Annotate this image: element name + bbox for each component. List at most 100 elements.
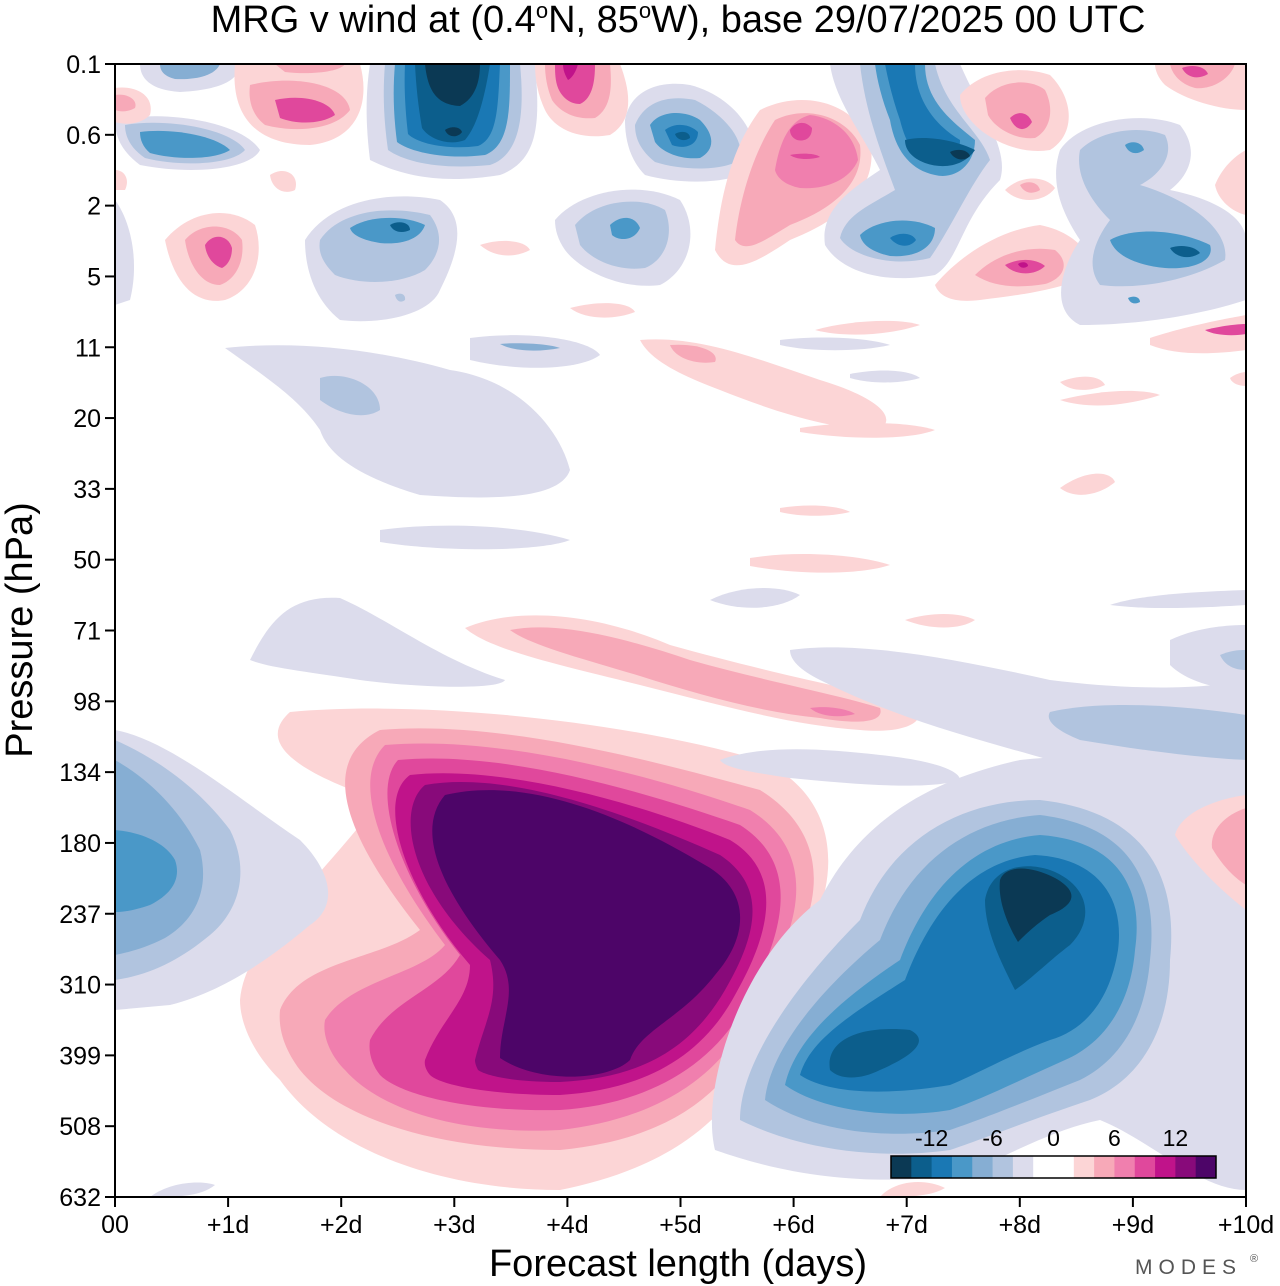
d10-pos-top-l3 xyxy=(1182,66,1208,78)
neg-strat-11-inner xyxy=(500,343,560,351)
y-tick-label: 134 xyxy=(59,759,101,787)
negative-lobe-level-6 xyxy=(829,1029,919,1078)
d45-neg-l3 xyxy=(610,217,640,240)
pos-strat-50 xyxy=(750,554,890,573)
neg-strat-11b xyxy=(780,337,890,351)
d7-neg-low-core xyxy=(890,233,916,246)
y-tick-label: 20 xyxy=(73,405,101,433)
d7-neg-core2 xyxy=(950,149,970,160)
neg-band-71 xyxy=(250,597,505,687)
colorbar-swatch xyxy=(1012,1156,1034,1178)
pos-strat-20d xyxy=(1230,372,1246,386)
upper-pos-3-l3 xyxy=(205,236,232,268)
neg-strat-20-inner xyxy=(320,375,380,416)
upper-neg-1 xyxy=(115,200,135,305)
upper-neg-2-inner xyxy=(160,64,220,80)
upper-pos-2-l3 xyxy=(275,97,335,123)
x-tick-label: +7d xyxy=(885,1211,927,1239)
x-axis: 00 +1d +2d +3d +4d +5d +6d +7d +8d +9d +10d xyxy=(101,1197,1274,1239)
colorbar-frame xyxy=(890,1155,1217,1179)
d9-neg-small2 xyxy=(1128,296,1140,304)
y-tick-label: 0.6 xyxy=(66,122,101,150)
y-tick-label: 33 xyxy=(73,476,101,504)
colorbar-label: 0 xyxy=(1047,1125,1060,1151)
colorbar-swatch xyxy=(1073,1156,1095,1178)
pos-band-98-inner xyxy=(510,627,881,722)
x-axis-label: Forecast length (days) xyxy=(489,1243,867,1285)
upper-pos-1-inner xyxy=(115,94,136,112)
y-tick-label: 11 xyxy=(75,334,101,362)
colorbar-swatch xyxy=(931,1156,953,1178)
x-tick-label: +9d xyxy=(1112,1211,1154,1239)
right-positive-level-2 xyxy=(1211,808,1246,885)
colorbar-swatch xyxy=(1195,1156,1217,1178)
d3-neg-core xyxy=(425,64,480,106)
chart-title: MRG v wind at (0.4oN, 85oW), base 29/07/… xyxy=(211,0,1146,41)
colorbar-swatch xyxy=(1114,1156,1136,1178)
contour-field xyxy=(115,64,1246,1197)
modes-logo-text: MODES xyxy=(1135,1256,1242,1279)
neg-band-134 xyxy=(720,749,960,786)
d4-pos-low xyxy=(480,240,530,256)
colorbar-swatch xyxy=(1094,1156,1115,1178)
y-axis: 0.1 0.6 2 5 11 20 33 50 71 98 134 180 237 310 399 508 63… xyxy=(59,51,115,1212)
x-tick-label: +2d xyxy=(320,1211,362,1239)
pos-band-71 xyxy=(905,614,975,628)
x-tick-label: +8d xyxy=(999,1211,1041,1239)
y-tick-label: 5 xyxy=(87,263,101,291)
y-tick-label: 2 xyxy=(87,193,101,221)
neg-band-right-71-inner xyxy=(1220,650,1246,670)
d8-pos-top-l2 xyxy=(985,82,1051,139)
d8-pos-small2 xyxy=(1020,182,1040,193)
colorbar-swatch xyxy=(891,1156,912,1178)
d4-pos-core xyxy=(563,64,578,80)
upper-neg-3-l3 xyxy=(140,130,230,158)
pos-strat-11c xyxy=(1150,315,1246,354)
x-tick-label: +4d xyxy=(546,1211,588,1239)
d8-pos-top-l3 xyxy=(1010,113,1032,130)
colorbar-swatch xyxy=(951,1156,973,1178)
colorbar-swatch xyxy=(1033,1156,1054,1178)
neg-band-right-71 xyxy=(1170,625,1246,690)
upper-pos-5 xyxy=(115,170,127,190)
colorbar-swatch xyxy=(1053,1156,1075,1178)
x-tick-label: +6d xyxy=(772,1211,814,1239)
pos-strat-11d xyxy=(815,320,920,335)
neg-strat-50 xyxy=(380,525,570,550)
y-tick-label: 237 xyxy=(59,901,101,929)
x-tick-label: +3d xyxy=(433,1211,475,1239)
upper-pos-4 xyxy=(270,170,296,192)
x-tick-label: 00 xyxy=(101,1211,129,1239)
pos-band-98-core xyxy=(810,707,855,717)
d5-neg-core xyxy=(675,131,690,141)
bottom-neg-right xyxy=(1166,1032,1246,1180)
neg-5hpa-tail xyxy=(395,293,406,302)
d9-neg-small xyxy=(1125,142,1144,154)
colorbar-swatch xyxy=(1175,1156,1197,1178)
y-tick-label: 399 xyxy=(59,1042,101,1070)
neg-band-right-98-inner xyxy=(1048,704,1246,760)
neg-strat-20 xyxy=(225,345,570,498)
colorbar-swatch xyxy=(1134,1156,1156,1178)
colorbar-label: 12 xyxy=(1163,1125,1189,1151)
d3-neg-core2 xyxy=(445,127,462,137)
colorbar-label: 6 xyxy=(1108,1125,1121,1151)
d7-neg-l4 xyxy=(885,64,960,165)
neg-band-71c xyxy=(1110,590,1246,609)
d6-pos-line xyxy=(790,153,820,160)
d10-pos-side xyxy=(1215,150,1246,215)
x-tick-label: +10d xyxy=(1218,1211,1274,1239)
colorbar-swatch xyxy=(1155,1156,1176,1178)
colorbar: -12 -6 0 6 12 xyxy=(890,1125,1217,1179)
d7-neg-core xyxy=(905,138,975,167)
neg-band-71b xyxy=(710,588,800,608)
positive-lobe-level-7 xyxy=(432,790,741,1077)
colorbar-label: -12 xyxy=(915,1125,948,1151)
upper-pos-2-top xyxy=(275,64,345,74)
pos-strat-5 xyxy=(570,303,635,318)
x-tick-label: +5d xyxy=(659,1211,701,1239)
pos-strat-20c xyxy=(1060,390,1160,406)
pos-strat-33b xyxy=(780,505,850,516)
y-tick-label: 180 xyxy=(59,830,101,858)
